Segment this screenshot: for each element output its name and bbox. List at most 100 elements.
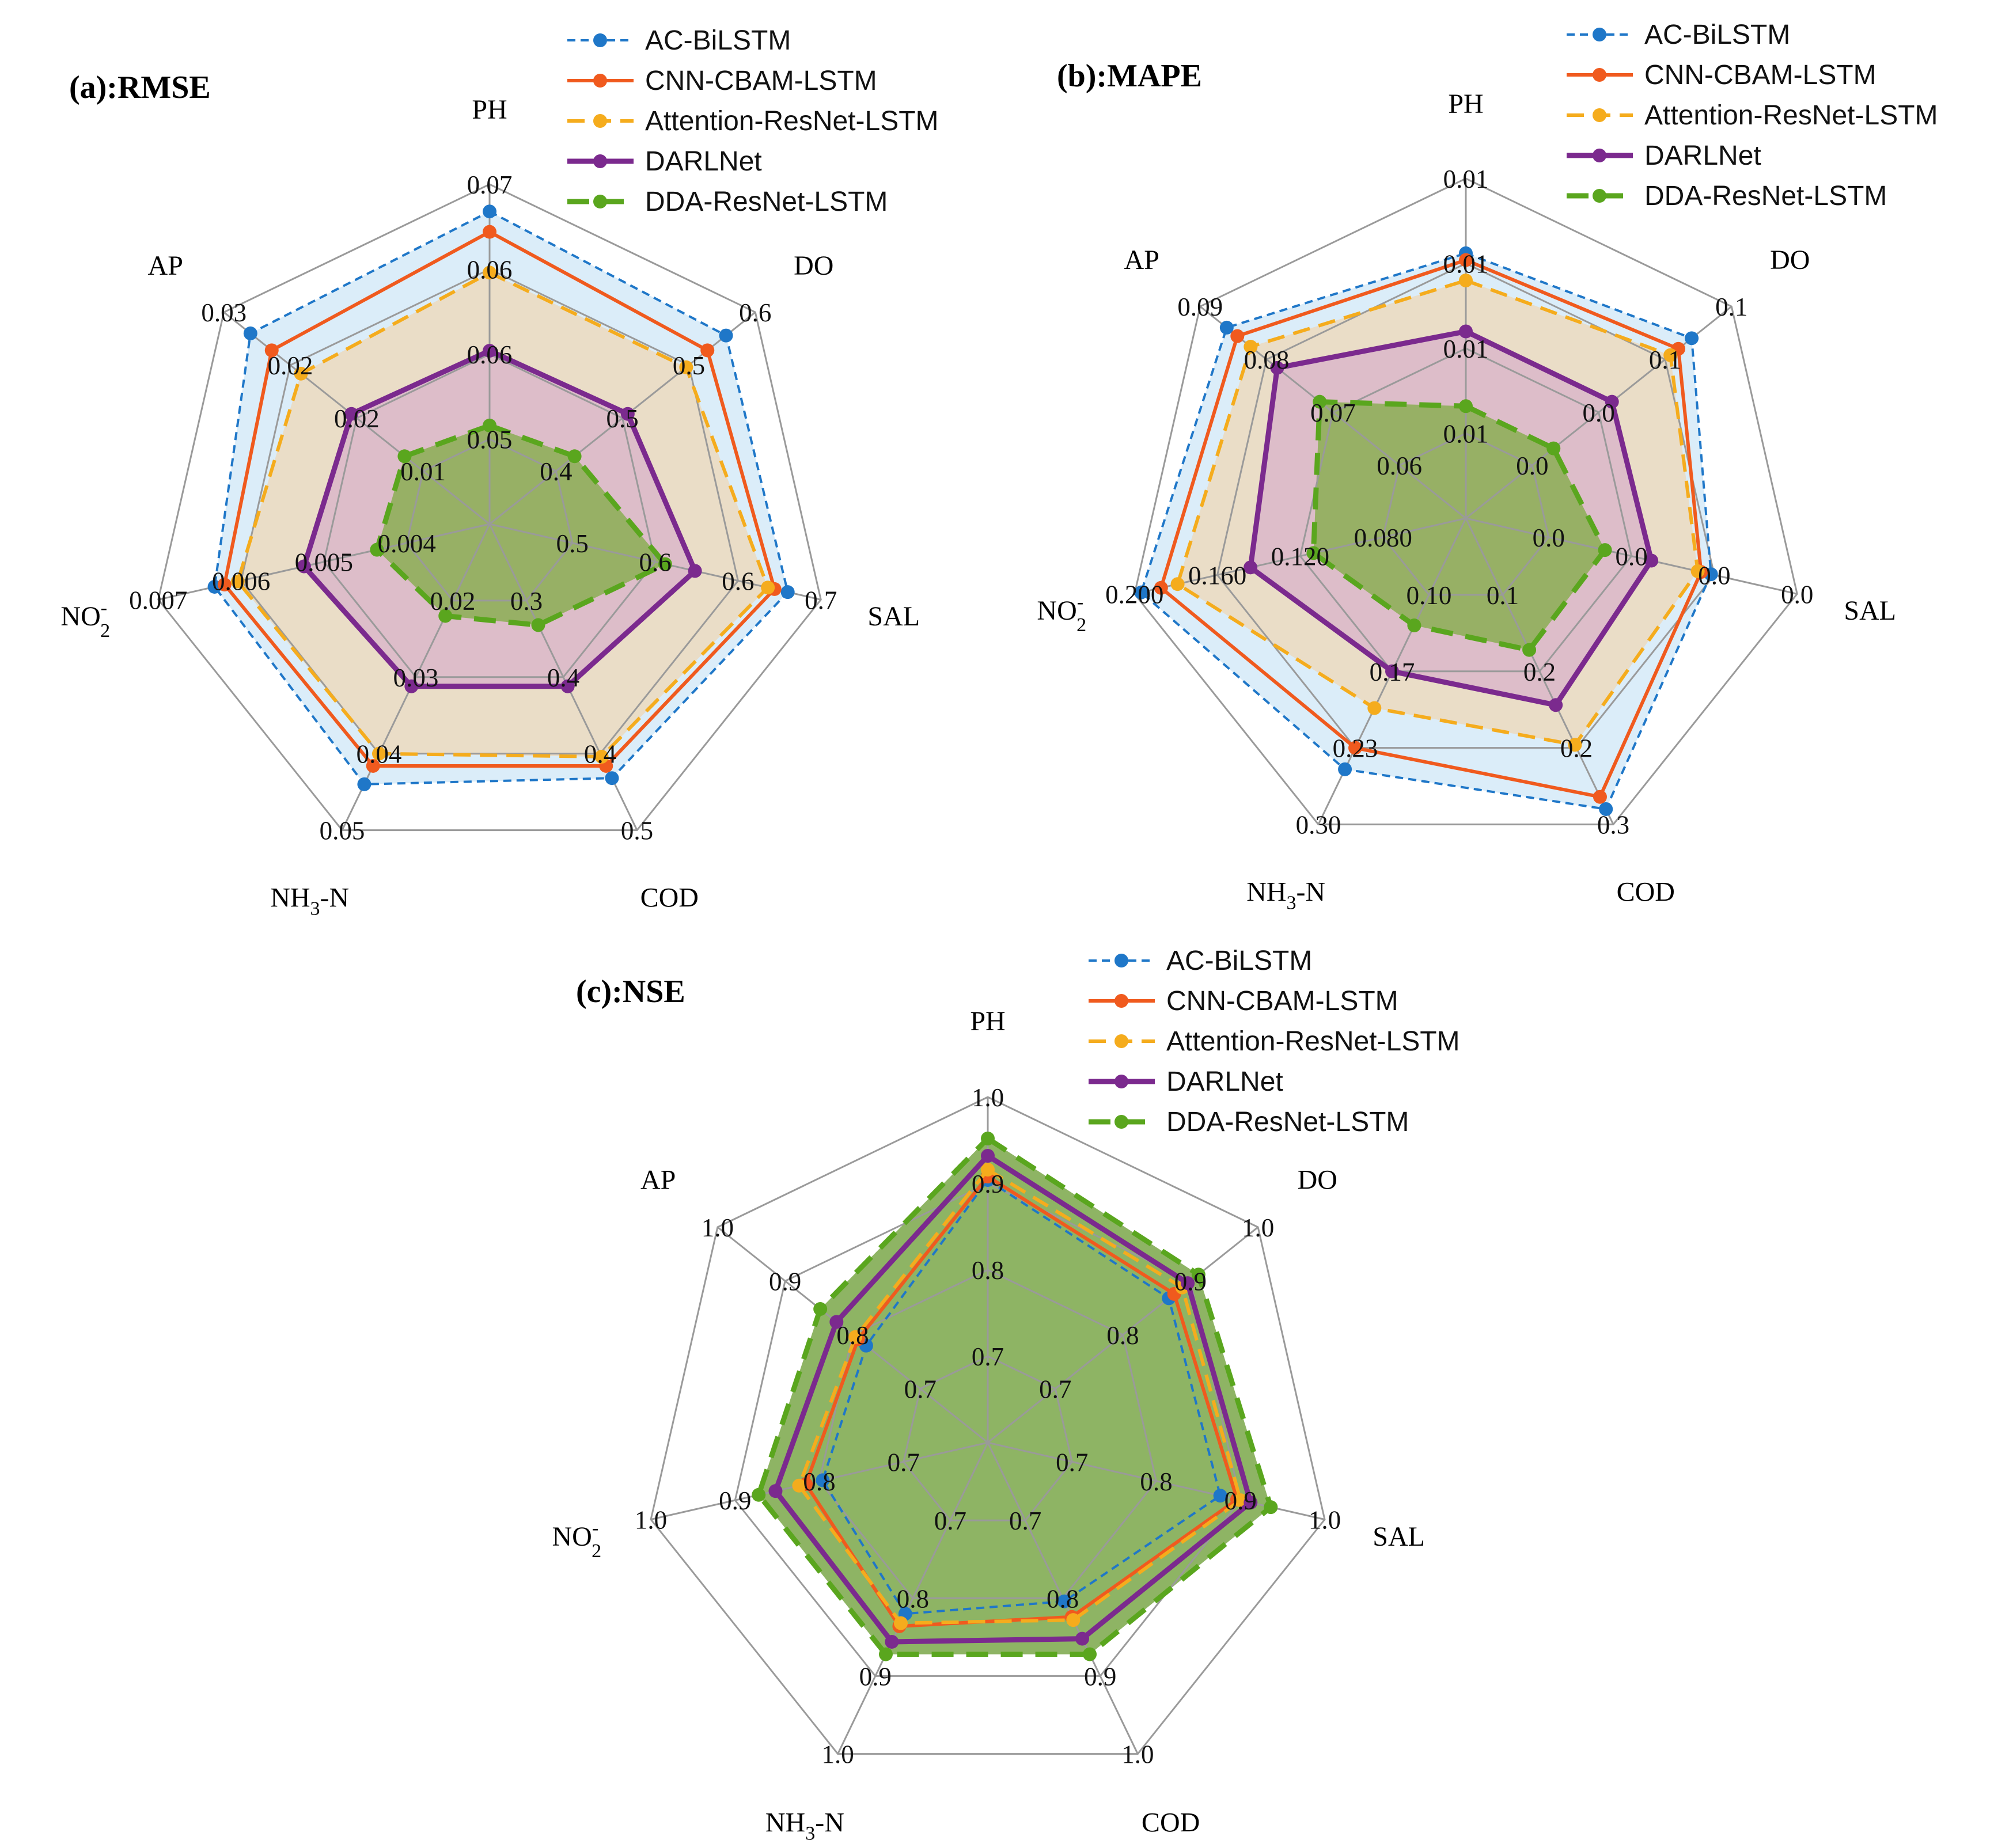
legend-swatch-marker — [1114, 1034, 1128, 1048]
data-point-attention-resnet-lstm-no — [792, 1478, 806, 1493]
legend-item-ac-bilstm: AC-BiLSTM — [1089, 946, 1312, 976]
legend-item-darlnet: DARLNet — [1089, 1067, 1283, 1097]
data-point-darlnet-ap — [1270, 361, 1284, 375]
data-point-cnn-cbam-lstm-no — [1154, 580, 1168, 595]
data-point-ac-bilstm-ap — [243, 326, 257, 340]
tick-label-nh-3: 0.04 — [357, 740, 402, 769]
data-point-dda-resnet-lstm-sal — [1598, 543, 1612, 557]
tick-label-ap-2: 0.8 — [836, 1321, 869, 1350]
series-darlnet — [1244, 324, 1659, 712]
tick-label-do-4: 0.1 — [1715, 293, 1747, 321]
data-point-cnn-cbam-lstm-nh — [366, 758, 380, 773]
axis-label-sal: SAL — [1373, 1521, 1425, 1552]
axis-label-no: NO-2 — [60, 597, 110, 642]
tick-label-sal-4: 0.7 — [805, 586, 837, 614]
data-point-darlnet-no — [768, 1484, 783, 1498]
legend-swatch-marker — [593, 154, 607, 168]
series-darlnet — [768, 1149, 1258, 1649]
tick-label-nh-1: 0.7 — [934, 1507, 966, 1535]
series-attention-resnet-lstm — [230, 265, 775, 764]
tick-label-cod-4: 1.0 — [1121, 1740, 1154, 1769]
series-dda-resnet-lstm — [370, 418, 672, 632]
data-point-dda-resnet-lstm-nh — [1407, 618, 1421, 633]
series-line-attention-resnet-lstm — [797, 1168, 1242, 1625]
series-line-dda-resnet-lstm — [1310, 399, 1608, 653]
series-line-darlnet — [1248, 329, 1654, 708]
data-point-dda-resnet-lstm-no — [752, 1487, 766, 1502]
grid-spoke-do — [987, 1226, 1259, 1444]
data-point-dda-resnet-lstm-do — [1546, 441, 1561, 456]
tick-label-sal-4: 0.0 — [1781, 580, 1813, 609]
series-dda-resnet-lstm — [752, 1132, 1278, 1661]
legend-label: AC-BiLSTM — [645, 25, 791, 56]
data-point-attention-resnet-lstm-ph — [1459, 274, 1473, 287]
series-ac-bilstm — [207, 204, 795, 791]
series-line-cnn-cbam-lstm — [1159, 258, 1703, 799]
series-line-cnn-cbam-lstm — [804, 1175, 1239, 1628]
data-point-darlnet-nh — [1385, 664, 1400, 678]
data-point-cnn-cbam-lstm-ap — [264, 343, 279, 358]
legend-label: Attention-ResNet-LSTM — [645, 106, 939, 136]
data-point-ac-bilstm-sal — [1213, 1489, 1227, 1503]
tick-label-sal-3: 0.6 — [722, 567, 754, 595]
legend-label: Attention-ResNet-LSTM — [1166, 1026, 1460, 1057]
tick-label-do-1: 0.7 — [1039, 1375, 1071, 1403]
grid-ring-2 — [323, 353, 657, 678]
tick-label-ap-1: 0.01 — [400, 457, 446, 486]
data-point-dda-resnet-lstm-ph — [981, 1132, 995, 1145]
data-point-attention-resnet-lstm-cod — [1066, 1613, 1081, 1627]
data-point-dda-resnet-lstm-nh — [878, 1647, 893, 1661]
data-point-attention-resnet-lstm-do — [1663, 348, 1678, 362]
tick-label-sal-1: 0.0 — [1533, 523, 1565, 552]
data-point-dda-resnet-lstm-sal — [658, 557, 672, 571]
series-attention-resnet-lstm — [1170, 274, 1705, 752]
tick-label-ap-1: 0.06 — [1377, 451, 1422, 480]
data-point-ac-bilstm-sal — [780, 585, 795, 599]
tick-label-ph-2: 0.06 — [467, 340, 513, 369]
legend-swatch-marker — [1593, 68, 1606, 82]
data-point-attention-resnet-lstm-no — [230, 574, 245, 589]
series-darlnet — [297, 344, 702, 693]
tick-label-sal-2: 0.8 — [1140, 1467, 1172, 1496]
tick-label-ph-4: 1.0 — [972, 1083, 1004, 1112]
tick-label-nh-3: 0.9 — [859, 1662, 892, 1691]
tick-label-cod-1: 0.1 — [1487, 581, 1519, 610]
series-fills — [1141, 253, 1711, 809]
tick-label-ap-2: 0.07 — [1310, 399, 1356, 427]
tick-label-do-1: 0.4 — [540, 457, 572, 486]
legend-label: DARLNet — [645, 146, 762, 177]
grid-ring-4 — [1134, 177, 1798, 826]
data-point-cnn-cbam-lstm-do — [700, 343, 715, 358]
data-point-darlnet-no — [1244, 560, 1258, 575]
chart-title: (b):MAPE — [1057, 58, 1202, 94]
data-point-attention-resnet-lstm-do — [679, 360, 693, 374]
data-point-attention-resnet-lstm-cod — [594, 749, 609, 764]
tick-label-do-2: 0.8 — [1106, 1321, 1139, 1350]
grid-ring-1 — [1382, 432, 1550, 596]
data-point-darlnet-ph — [981, 1149, 995, 1163]
tick-label-nh-4: 1.0 — [822, 1740, 854, 1769]
data-point-ac-bilstm-nh — [1338, 762, 1352, 776]
tick-label-do-3: 0.9 — [1174, 1267, 1207, 1296]
tick-label-nh-4: 0.30 — [1296, 811, 1341, 840]
data-point-ac-bilstm-ap — [1219, 320, 1234, 335]
tick-label-ph-4: 0.07 — [467, 170, 513, 199]
data-point-ac-bilstm-do — [719, 328, 733, 343]
legend-swatch-marker — [1593, 149, 1606, 162]
data-point-ac-bilstm-nh — [357, 777, 371, 791]
legend-item-attention-resnet-lstm: Attention-ResNet-LSTM — [1567, 100, 1938, 131]
legend-swatch-marker — [1114, 1115, 1128, 1129]
radar-chart-rmse: (a):RMSE0.050.060.060.070.40.50.50.60.50… — [60, 25, 938, 920]
data-point-darlnet-ap — [344, 407, 359, 421]
data-point-dda-resnet-lstm-ap — [397, 449, 412, 464]
axis-labels: PH DO SAL COD NH3-N NO-2 AP — [1037, 89, 1896, 913]
grid-ring-4 — [650, 1096, 1326, 1755]
chart-title: (c):NSE — [576, 974, 685, 1010]
legend-item-cnn-cbam-lstm: CNN-CBAM-LSTM — [1089, 986, 1398, 1016]
legend-item-darlnet: DARLNet — [1567, 141, 1761, 171]
data-point-dda-resnet-lstm-do — [1191, 1268, 1205, 1282]
tick-label-cod-2: 0.2 — [1523, 658, 1556, 686]
data-point-dda-resnet-lstm-cod — [1083, 1647, 1097, 1661]
axis-label-ap: AP — [640, 1165, 676, 1196]
tick-label-cod-2: 0.4 — [547, 663, 579, 692]
